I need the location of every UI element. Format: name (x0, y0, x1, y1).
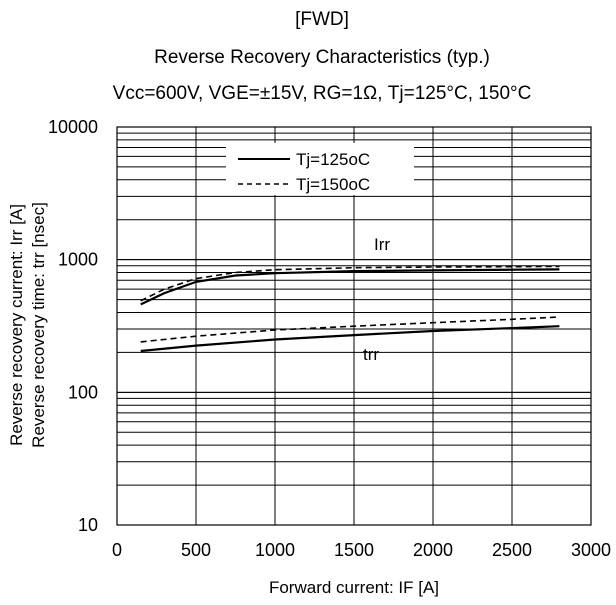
series-layer (140, 265, 560, 353)
legend-label-125: Tj=125oC (296, 150, 370, 169)
annotation-irr: Irr (374, 235, 390, 254)
x-tick-label: 3000 (571, 540, 611, 560)
y-tick-label: 1000 (58, 250, 98, 270)
x-axis-label: Forward current: IF [A] (269, 578, 439, 597)
legend-label-150: Tj=150oC (296, 175, 370, 194)
y-tick-label: 100 (68, 382, 98, 402)
chart-title-line-1: [FWD] (295, 9, 349, 30)
series-trr-tj125 (140, 325, 560, 353)
grid-layer (116, 126, 592, 526)
x-tick-label: 2000 (413, 540, 453, 560)
x-tick-label: 1500 (334, 540, 374, 560)
plot-frame (116, 126, 592, 526)
legend: Tj=125oC Tj=150oC (226, 143, 414, 195)
y-tick-label: 10 (78, 515, 98, 535)
x-tick-label: 0 (112, 540, 122, 560)
y-tick-label: 10000 (48, 117, 98, 137)
y-tick-labels: 10 100 1000 10000 (48, 117, 98, 535)
y-axis-label-line-1: Reverse recovery current: Irr [A] (7, 204, 26, 446)
legend-box (226, 143, 414, 195)
chart-title-line-2: Reverse Recovery Characteristics (typ.) (154, 47, 490, 68)
annotation-trr: trr (363, 345, 379, 364)
y-axis-label-line-2: Reverse recovery time: trr [nsec] (29, 202, 48, 448)
x-tick-label: 1000 (255, 540, 295, 560)
chart-title-line-3: Vcc=600V, VGE=±15V, RG=1Ω, Tj=125°C, 150… (113, 83, 532, 104)
x-tick-label: 2500 (492, 540, 532, 560)
series-irr-tj125 (140, 268, 560, 306)
series-trr-tj150 (140, 316, 560, 343)
x-tick-label: 500 (181, 540, 211, 560)
x-tick-labels: 0 500 1000 1500 2000 2500 3000 (112, 540, 611, 560)
